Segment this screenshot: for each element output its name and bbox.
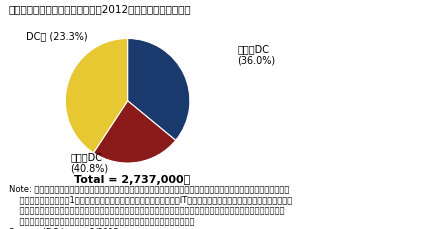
Text: データセンターとは、1つの企業がプライベートに所有し、当該企業のIT部門がサーバーやストレージ、ネットワーク機: データセンターとは、1つの企業がプライベートに所有し、当該企業のIT部門がサーバ… (9, 195, 292, 204)
Text: 企業内DC
(40.8%): 企業内DC (40.8%) (70, 152, 109, 173)
Text: 器などの関連機器を持ってコントロールしているものを指す。データセンター外とは、マシンルームなどの独立した部: 器などの関連機器を持ってコントロールしているものを指す。データセンター外とは、マ… (9, 206, 284, 215)
Text: Note: 事業者データセンターとは、顧客へのサービス提供のために必要なインフラとして建設されたものを指す。企業内: Note: 事業者データセンターとは、顧客へのサービス提供のために必要なインフラ… (9, 184, 289, 193)
Wedge shape (93, 101, 176, 163)
Text: DC外 (23.3%): DC外 (23.3%) (26, 32, 88, 42)
Text: 屋ではなく、たとえば、オフィススペースや店舗のバックヤードなどを指す。: 屋ではなく、たとえば、オフィススペースや店舗のバックヤードなどを指す。 (9, 217, 194, 226)
Text: Source: IDC Japan, 2/2013: Source: IDC Japan, 2/2013 (9, 228, 119, 229)
Wedge shape (128, 38, 190, 140)
Text: 国内のサーバー設置台数構成比、2012年末時点：設置場所別: 国内のサーバー設置台数構成比、2012年末時点：設置場所別 (9, 5, 191, 15)
Wedge shape (65, 38, 128, 153)
Text: 事業者DC
(36.0%): 事業者DC (36.0%) (238, 44, 276, 66)
Text: Total = 2,737,000台: Total = 2,737,000台 (74, 175, 190, 185)
